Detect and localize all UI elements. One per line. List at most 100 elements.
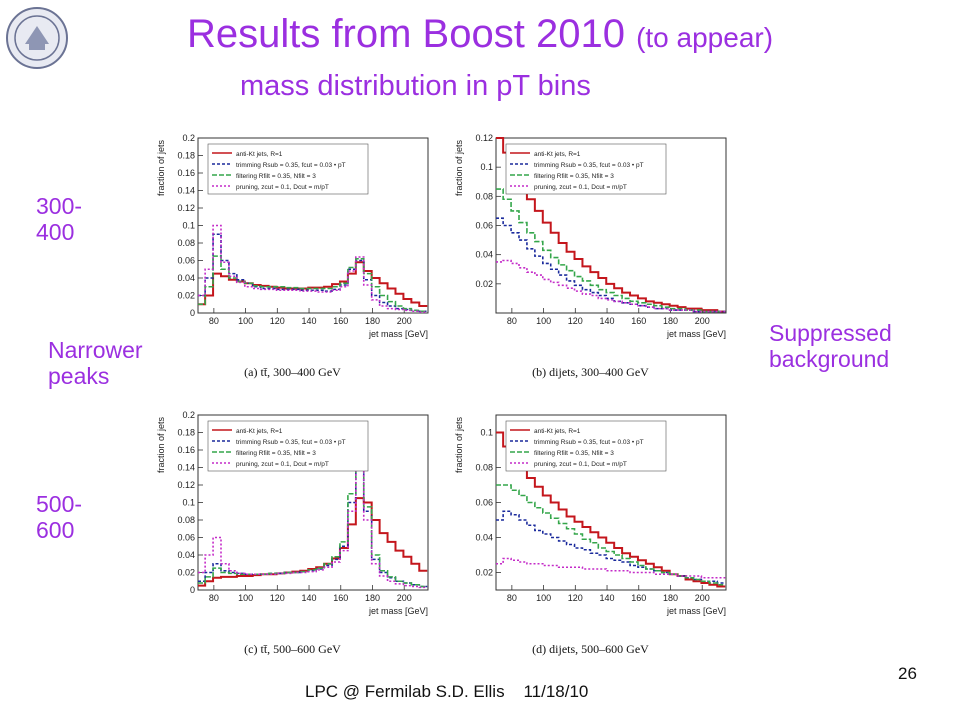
y-tick-label: 0.16 (177, 168, 195, 178)
y-tick-label: 0.04 (177, 273, 195, 283)
x-tick-label: 140 (302, 316, 317, 326)
series-line-trimming (198, 427, 428, 588)
y-tick-label: 0.12 (177, 480, 195, 490)
series-line-anti_kt (198, 497, 428, 587)
y-tick-label: 0.1 (182, 498, 195, 508)
y-tick-label: 0 (190, 585, 195, 595)
legend-entry: anti-Kt jets, R=1 (534, 428, 581, 435)
y-axis-label: fraction of jets (156, 140, 166, 197)
suppressed-background-label: Suppressed background (769, 320, 892, 372)
x-axis-label: jet mass [GeV] (666, 329, 726, 339)
y-tick-label: 0.06 (475, 498, 493, 508)
legend-entry: anti-Kt jets, R=1 (534, 151, 581, 158)
y-tick-label: 0 (190, 308, 195, 318)
bin-label-500-600: 500- 600 (36, 491, 83, 543)
y-tick-label: 0.1 (480, 428, 493, 438)
series-line-filtering (198, 255, 428, 313)
x-tick-label: 200 (397, 316, 412, 326)
legend-entry: anti-Kt jets, R=1 (236, 428, 283, 435)
series-line-anti_kt (496, 137, 726, 313)
x-tick-label: 100 (536, 316, 551, 326)
legend-entry: filtering Rfilt = 0.35, Nfilt = 3 (534, 450, 614, 457)
y-tick-label: 0.08 (475, 191, 493, 201)
x-tick-label: 140 (600, 593, 615, 603)
page-number: 26 (898, 664, 917, 683)
y-tick-label: 0.02 (177, 568, 195, 578)
university-seal-icon (6, 7, 68, 69)
x-axis-label: jet mass [GeV] (368, 329, 428, 339)
y-axis-label: fraction of jets (156, 417, 166, 474)
y-tick-label: 0.12 (177, 203, 195, 213)
x-tick-label: 160 (631, 593, 646, 603)
caption-d: (d) dijets, 500–600 GeV (532, 642, 649, 656)
legend-box (505, 143, 667, 195)
x-tick-label: 100 (536, 593, 551, 603)
series-line-pruning (496, 259, 726, 313)
chart-panel-a: 0 0.02 0.04 0.06 0.08 0.1 0.12 0.14 0.16 0.18 0.2 8… (156, 133, 429, 339)
chart-panel-d: 0.02 0.04 0.06 0.08 0.1 80 100 120 140 160 180 200 j… (454, 414, 727, 616)
title-note: (to appear) (636, 22, 774, 53)
x-tick-label: 200 (397, 593, 412, 603)
x-tick-label: 180 (365, 593, 380, 603)
x-tick-label: 80 (507, 316, 517, 326)
y-tick-label: 0.2 (182, 410, 195, 420)
y-tick-label: 0.02 (475, 568, 493, 578)
y-tick-label: 0.08 (177, 238, 195, 248)
caption-a: (a) tt̄, 300–400 GeV (244, 365, 341, 379)
legend-entry: trimming Rsub = 0.35, fcut = 0.03 • pT (534, 162, 644, 169)
y-tick-label: 0.04 (177, 550, 195, 560)
slide-subtitle: mass distribution in pT bins (240, 70, 591, 102)
x-tick-label: 140 (600, 316, 615, 326)
x-tick-label: 80 (507, 593, 517, 603)
y-tick-label: 0.2 (182, 133, 195, 143)
series-line-pruning (496, 557, 726, 579)
x-tick-label: 180 (663, 316, 678, 326)
x-tick-label: 160 (333, 593, 348, 603)
y-tick-label: 0.1 (480, 162, 493, 172)
legend-box (207, 143, 369, 195)
y-tick-label: 0.16 (177, 445, 195, 455)
caption-c: (c) tt̄, 500–600 GeV (244, 642, 341, 656)
x-tick-label: 180 (663, 593, 678, 603)
title-main: Results from Boost 2010 (186, 12, 625, 56)
y-tick-label: 0.06 (475, 221, 493, 231)
y-tick-label: 0.06 (177, 533, 195, 543)
x-tick-label: 100 (238, 593, 253, 603)
legend-entry: trimming Rsub = 0.35, fcut = 0.03 • pT (236, 439, 346, 446)
series-line-filtering (496, 484, 726, 586)
narrower-peaks-label: Narrower peaks (48, 337, 143, 389)
bin-label-300-400: 300- 400 (36, 193, 83, 245)
legend-box (207, 420, 369, 472)
x-tick-label: 140 (302, 593, 317, 603)
y-tick-label: 0.12 (475, 133, 493, 143)
legend-entry: anti-Kt jets, R=1 (236, 151, 283, 158)
x-tick-label: 120 (270, 593, 285, 603)
legend-entry: filtering Rfilt = 0.35, Nfilt = 3 (236, 173, 316, 180)
x-axis-label: jet mass [GeV] (666, 606, 726, 616)
x-tick-label: 200 (695, 593, 710, 603)
x-axis-label: jet mass [GeV] (368, 606, 428, 616)
y-tick-label: 0.14 (177, 186, 195, 196)
series-line-trimming (198, 233, 428, 313)
y-tick-label: 0.02 (475, 279, 493, 289)
y-tick-label: 0.04 (475, 533, 493, 543)
y-tick-label: 0.14 (177, 463, 195, 473)
legend-box (505, 420, 667, 472)
slide-title: Results from Boost 2010 (to appear) (0, 10, 960, 62)
legend-entry: trimming Rsub = 0.35, fcut = 0.03 • pT (534, 439, 644, 446)
y-axis-label: fraction of jets (454, 140, 464, 197)
x-tick-label: 120 (568, 316, 583, 326)
y-axis-label: fraction of jets (454, 417, 464, 474)
x-tick-label: 80 (209, 593, 219, 603)
legend-entry: pruning, zcut = 0.1, Dcut = m/pT (534, 461, 627, 468)
y-tick-label: 0.18 (177, 428, 195, 438)
legend-entry: pruning, zcut = 0.1, Dcut = m/pT (534, 184, 627, 191)
x-tick-label: 160 (631, 316, 646, 326)
x-tick-label: 200 (695, 316, 710, 326)
chart-panel-b: 0.02 0.04 0.06 0.08 0.1 0.12 80 100 120 140 160 180… (454, 133, 727, 339)
y-tick-label: 0.08 (177, 515, 195, 525)
footer-text: LPC @ Fermilab S.D. Ellis 11/18/10 (305, 682, 589, 701)
x-tick-label: 120 (270, 316, 285, 326)
caption-b: (b) dijets, 300–400 GeV (532, 365, 649, 379)
y-tick-label: 0.18 (177, 151, 195, 161)
